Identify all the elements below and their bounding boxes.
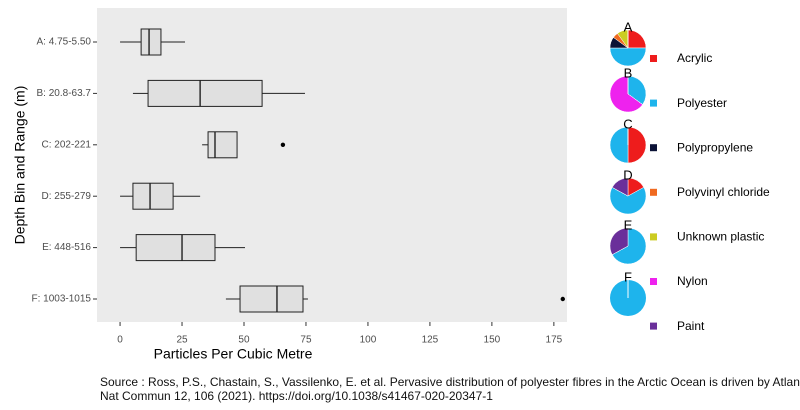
y-axis-title: Depth Bin and Range (m) bbox=[12, 86, 28, 245]
pie-slice bbox=[609, 186, 647, 215]
legend-label: Polypropylene bbox=[677, 140, 753, 154]
legend-swatch bbox=[650, 99, 657, 107]
y-tick-label: C: 202-221 bbox=[42, 139, 92, 150]
legend-swatch bbox=[650, 322, 657, 330]
pie-label: E bbox=[624, 217, 633, 232]
box bbox=[135, 234, 216, 262]
pie-slice bbox=[611, 227, 647, 265]
outlier bbox=[560, 296, 565, 302]
x-tick-label: 0 bbox=[117, 335, 123, 346]
x-axis-title: Particles Per Cubic Metre bbox=[154, 346, 313, 362]
legend-label: Paint bbox=[677, 319, 705, 333]
box bbox=[132, 182, 174, 210]
legend-swatch bbox=[650, 278, 657, 285]
legend-label: Polyester bbox=[677, 96, 727, 110]
y-tick-label: F: 1003-1015 bbox=[32, 294, 92, 305]
x-tick-label: 25 bbox=[176, 335, 188, 346]
pie-label: B bbox=[624, 65, 633, 80]
legend-swatch bbox=[650, 188, 657, 196]
pie-slice bbox=[627, 126, 647, 164]
legend-swatch bbox=[650, 55, 657, 62]
x-tick-label: 50 bbox=[238, 335, 250, 346]
pie-slice bbox=[611, 177, 629, 197]
legend-swatch bbox=[650, 144, 657, 152]
box bbox=[140, 28, 162, 56]
pie-label: C bbox=[623, 116, 632, 131]
source-line: Source : Ross, P.S., Chastain, S., Vassi… bbox=[100, 375, 800, 389]
pie-slice bbox=[609, 47, 647, 67]
x-tick-label: 175 bbox=[546, 335, 563, 346]
pie-label: F bbox=[624, 269, 632, 284]
legend-label: Polyvinyl chloride bbox=[677, 185, 770, 199]
y-tick-label: D: 255-279 bbox=[42, 191, 92, 202]
outlier bbox=[280, 142, 286, 147]
legend-label: Nylon bbox=[677, 274, 708, 288]
source-line: Nat Commun 12, 106 (2021). https://doi.o… bbox=[100, 389, 493, 403]
pie-label: D bbox=[623, 167, 632, 182]
legend-label: Acrylic bbox=[677, 51, 712, 65]
legend-swatch bbox=[650, 233, 657, 241]
plot-background bbox=[97, 8, 567, 322]
x-tick-label: 125 bbox=[422, 335, 439, 346]
pie-label: A bbox=[624, 19, 633, 34]
box bbox=[239, 285, 304, 313]
box bbox=[147, 79, 263, 107]
pie-slice bbox=[609, 227, 629, 256]
pie-slice bbox=[609, 126, 629, 164]
legend-label: Unknown plastic bbox=[677, 230, 764, 244]
pie-slice bbox=[609, 75, 643, 113]
y-tick-label: B: 20.8-63.7 bbox=[37, 88, 92, 99]
y-tick-label: A: 4.75-5.50 bbox=[37, 37, 92, 48]
x-tick-label: 75 bbox=[300, 335, 312, 346]
x-tick-label: 150 bbox=[484, 335, 501, 346]
pie-slice bbox=[627, 75, 647, 105]
y-tick-label: E: 448-516 bbox=[42, 242, 91, 253]
box bbox=[207, 131, 238, 159]
x-tick-label: 100 bbox=[360, 335, 377, 346]
